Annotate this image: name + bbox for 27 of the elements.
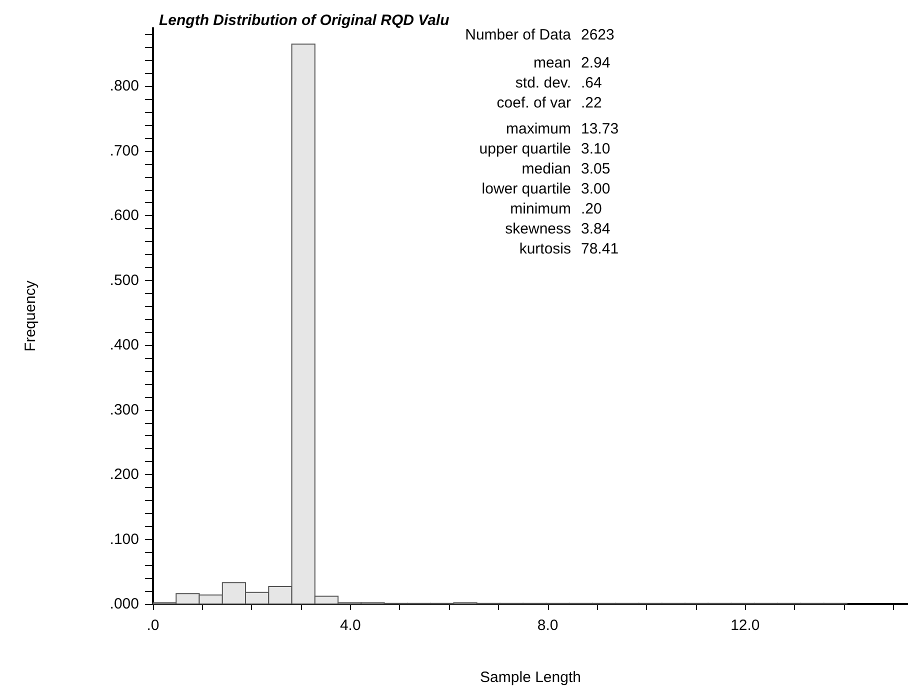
annotation: maximum 13.73 xyxy=(506,120,619,138)
annotation: kurtosis 78.41 xyxy=(519,240,619,258)
annotation: median 3.05 xyxy=(522,160,610,178)
annotation: upper quartile 3.10 xyxy=(479,140,610,158)
y-tick-label: .800 xyxy=(110,78,139,95)
x-tick-label: 12.0 xyxy=(730,617,760,634)
x-axis-title: Sample Length xyxy=(480,669,581,686)
annotation: std. dev. .64 xyxy=(515,74,602,92)
y-tick-label: .200 xyxy=(110,466,139,484)
y-tick-label: .600 xyxy=(110,207,139,224)
annotation: coef. of var .22 xyxy=(496,94,602,112)
annotation: Number of Data 2623 xyxy=(465,26,614,44)
x-tick-label: 8.0 xyxy=(537,617,558,634)
chart-title: Length Distribution of Original RQD Valu xyxy=(159,12,450,29)
y-tick-label: .700 xyxy=(110,142,139,160)
y-tick-label: .300 xyxy=(110,401,139,418)
x-tick-label: .0 xyxy=(146,617,160,634)
annotation: lower quartile 3.00 xyxy=(482,180,610,198)
y-tick-label: .500 xyxy=(110,272,139,289)
annotation: minimum .20 xyxy=(510,200,602,218)
y-tick-label: .100 xyxy=(110,530,139,548)
annotation: skewness 3.84 xyxy=(505,220,610,238)
annotation: mean 2.94 xyxy=(533,54,610,72)
y-tick-label: .000 xyxy=(110,596,139,612)
y-tick-label: .400 xyxy=(110,336,139,354)
x-tick-label: 4.0 xyxy=(340,617,361,634)
y-axis-title: Frequency xyxy=(22,280,39,352)
